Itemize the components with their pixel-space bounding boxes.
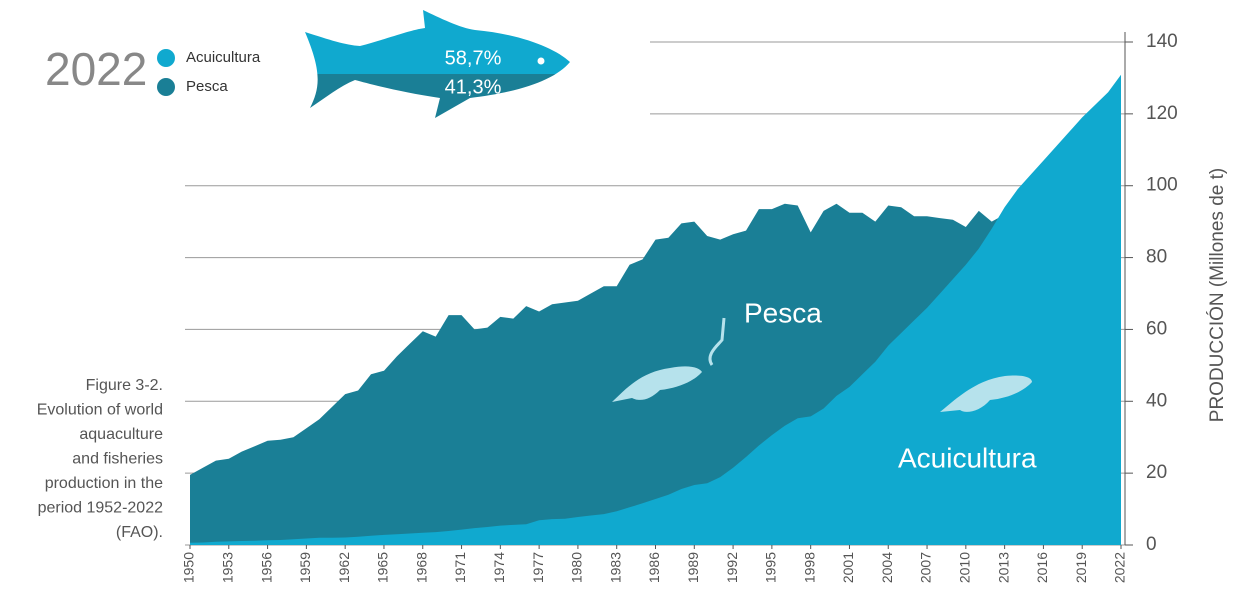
x-tick-label: 1968 — [413, 552, 429, 583]
caption-line: and fisheries — [72, 451, 163, 468]
x-tick-label: 1965 — [375, 552, 391, 583]
annotation: Acuicultura — [898, 442, 1037, 473]
fish-icon — [940, 375, 1032, 412]
legend-swatch — [157, 78, 175, 96]
x-tick-label: 1980 — [569, 552, 585, 583]
x-tick-label: 1971 — [452, 552, 468, 583]
x-tick-label: 1962 — [336, 552, 352, 583]
x-tick-label: 1986 — [646, 552, 662, 583]
x-tick-label: 2016 — [1034, 552, 1050, 583]
x-tick-label: 2022 — [1112, 552, 1128, 583]
hook-icon — [708, 317, 726, 366]
x-tick-label: 2010 — [957, 552, 973, 583]
caption-line: Evolution of world — [37, 402, 163, 419]
x-tick-label: 1977 — [530, 552, 546, 583]
fish-eye — [537, 57, 545, 65]
share-label: 58,7% — [445, 47, 502, 69]
y-tick-label: 60 — [1146, 318, 1167, 339]
x-tick-label: 1974 — [491, 552, 507, 583]
x-tick-label: 1953 — [219, 552, 235, 583]
caption-line: (FAO). — [116, 524, 163, 541]
share-label: 41,3% — [445, 76, 502, 98]
y-tick-label: 80 — [1146, 247, 1167, 268]
y-axis-title: PRODUCCIÓN (Millones de t) — [1206, 168, 1228, 422]
caption-line: Figure 3-2. — [86, 377, 163, 394]
share-mark — [305, 74, 570, 118]
legend-label: Pesca — [186, 78, 228, 95]
legend-label: Acuicultura — [186, 49, 261, 66]
y-tick-label: 20 — [1146, 462, 1167, 483]
x-tick-label: 2007 — [918, 552, 934, 583]
highlight-year: 2022 — [45, 43, 147, 95]
x-tick-label: 1998 — [801, 552, 817, 583]
x-tick-label: 1989 — [685, 552, 701, 583]
x-tick-label: 1992 — [724, 552, 740, 583]
area — [190, 74, 1121, 545]
annotation: Pesca — [744, 297, 822, 328]
x-tick-label: 1959 — [297, 552, 313, 583]
x-tick-label: 2001 — [840, 552, 856, 583]
legend-swatch — [157, 49, 175, 67]
share-mark — [305, 10, 570, 74]
fish-icon — [612, 366, 702, 402]
x-tick-label: 2013 — [995, 552, 1011, 583]
caption-line: production in the — [45, 475, 163, 492]
caption-line: period 1952-2022 — [38, 500, 164, 517]
y-tick-label: 120 — [1146, 103, 1178, 124]
x-tick-label: 2004 — [879, 552, 895, 583]
y-tick-label: 100 — [1146, 175, 1178, 196]
x-tick-label: 2019 — [1073, 552, 1089, 583]
y-tick-label: 0 — [1146, 534, 1157, 555]
x-tick-label: 1956 — [258, 552, 274, 583]
caption-line: aquaculture — [79, 426, 163, 443]
y-tick-label: 140 — [1146, 31, 1178, 52]
x-tick-label: 1983 — [607, 552, 623, 583]
x-tick-label: 1950 — [181, 552, 197, 583]
y-tick-label: 40 — [1146, 390, 1167, 411]
x-tick-label: 1995 — [763, 552, 779, 583]
